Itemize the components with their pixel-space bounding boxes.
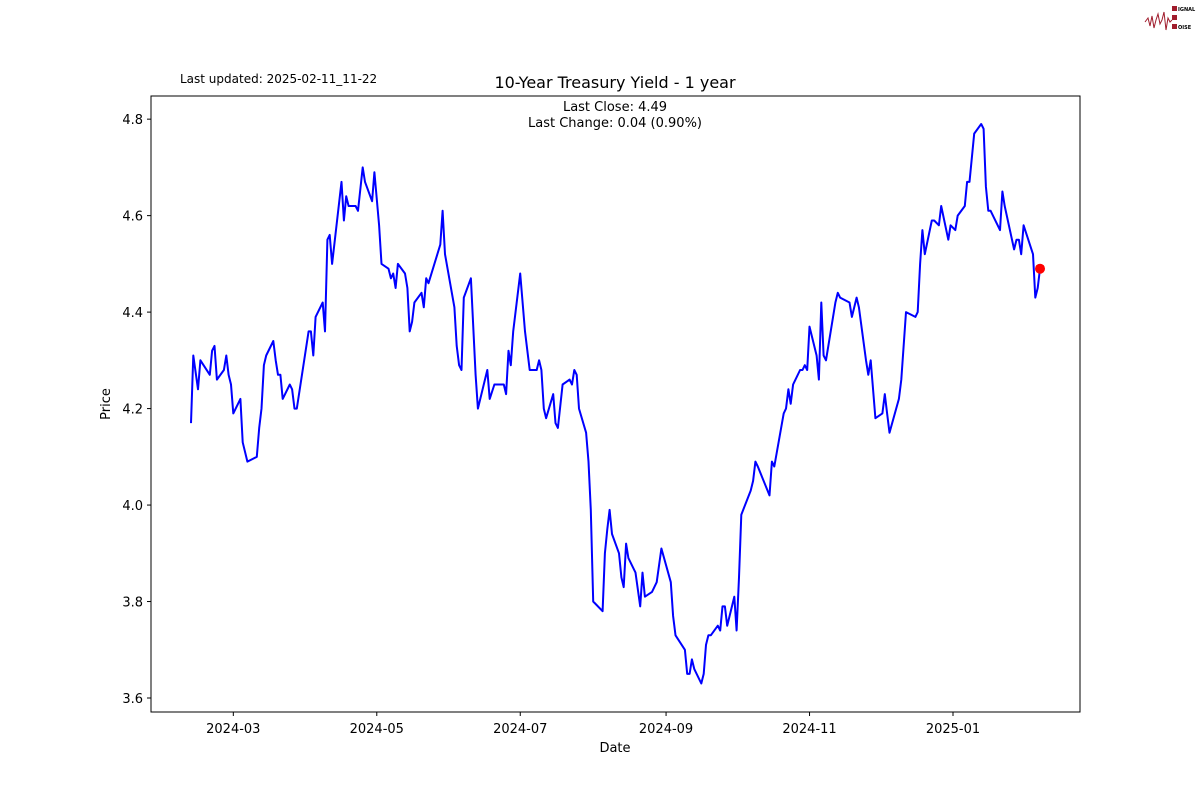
last-updated-text: Last updated: 2025-02-11_11-22 (180, 72, 377, 86)
y-tick-label: 4.6 (122, 210, 143, 225)
x-tick-label: 2024-07 (493, 722, 547, 737)
x-tick-label: 2025-01 (926, 722, 980, 737)
x-tick-label: 2024-09 (639, 722, 693, 737)
yield-line (190, 123, 1041, 685)
last-close-annotation: Last Close: 4.49 (563, 100, 667, 115)
logo-waveform-icon (1144, 11, 1173, 31)
y-tick-label: 3.8 (122, 596, 143, 611)
y-axis-label: Price (99, 388, 114, 420)
x-axis-ticks: 2024-03 2024-05 2024-07 2024-09 2024-11 2025-… (206, 712, 980, 737)
y-tick-label: 4.8 (122, 113, 143, 128)
x-tick-label: 2024-05 (350, 722, 404, 737)
plot-area (150, 95, 1081, 713)
y-tick-label: 4.2 (122, 403, 143, 418)
y-axis-ticks: 3.6 3.8 4.0 4.2 4.4 4.6 4.8 (122, 113, 151, 707)
x-tick-label: 2024-11 (782, 722, 836, 737)
svg-text:IGNAL: IGNAL (1178, 7, 1196, 13)
last-point-marker (1035, 263, 1046, 274)
svg-text:OISE: OISE (1178, 25, 1192, 31)
y-tick-label: 4.0 (122, 499, 143, 514)
last-change-annotation: Last Change: 0.04 (0.90%) (528, 116, 702, 131)
y-tick-label: 4.4 (122, 306, 143, 321)
chart-title: 10-Year Treasury Yield - 1 year (494, 73, 736, 92)
x-tick-label: 2024-03 (206, 722, 260, 737)
y-tick-label: 3.6 (122, 692, 143, 707)
x-axis-label: Date (599, 741, 630, 756)
signal-2-noise-logo: IGNAL OISE (1144, 6, 1196, 31)
